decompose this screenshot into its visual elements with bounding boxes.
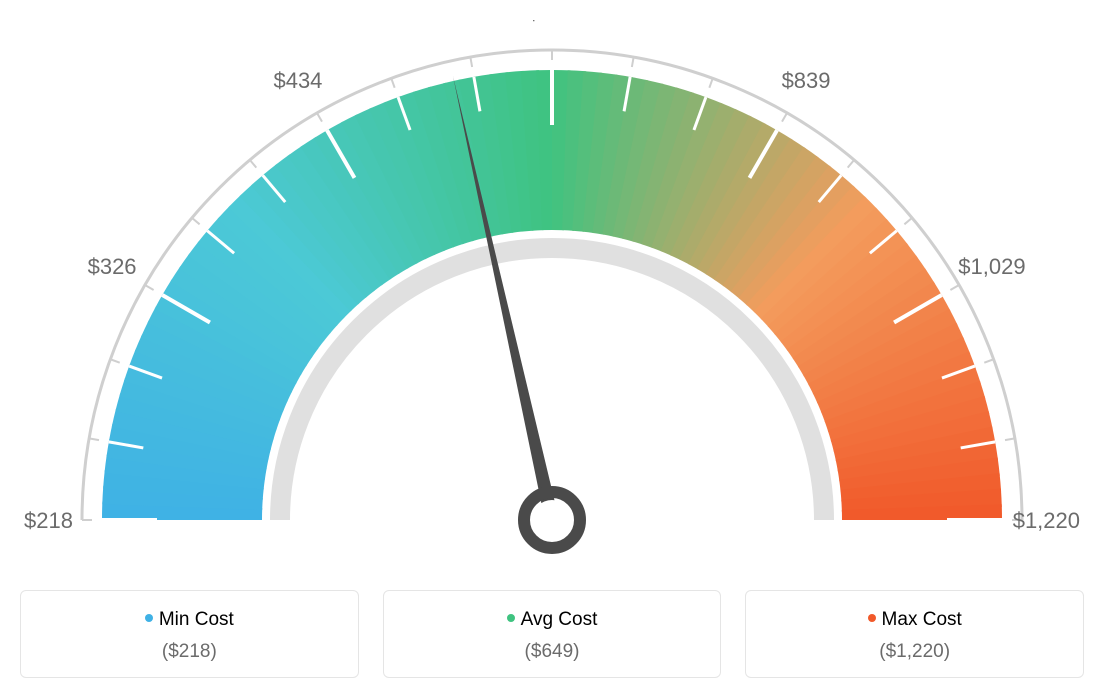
legend-row: Min Cost ($218) Avg Cost ($649) Max Cost… (20, 590, 1084, 678)
dot-icon (507, 614, 515, 622)
legend-max-value: ($1,220) (756, 641, 1073, 663)
svg-text:$218: $218 (24, 508, 73, 533)
svg-text:$326: $326 (88, 254, 137, 279)
legend-min-title: Min Cost (31, 609, 348, 631)
gauge-svg: $218 $326 $434 $649 $839 $1,029 $1,220 (20, 20, 1084, 560)
legend-min-label: Min Cost (159, 609, 234, 630)
svg-text:$649: $649 (528, 20, 577, 25)
legend-avg: Avg Cost ($649) (383, 590, 722, 678)
legend-avg-value: ($649) (394, 641, 711, 663)
svg-text:$1,029: $1,029 (958, 254, 1025, 279)
legend-avg-label: Avg Cost (521, 609, 598, 630)
svg-text:$434: $434 (273, 68, 322, 93)
gauge-chart: $218 $326 $434 $649 $839 $1,029 $1,220 Min Cos… (20, 20, 1084, 678)
legend-max: Max Cost ($1,220) (745, 590, 1084, 678)
legend-min: Min Cost ($218) (20, 590, 359, 678)
legend-min-value: ($218) (31, 641, 348, 663)
legend-max-label: Max Cost (882, 609, 962, 630)
dot-icon (868, 614, 876, 622)
dot-icon (145, 614, 153, 622)
svg-text:$1,220: $1,220 (1013, 508, 1080, 533)
svg-text:$839: $839 (782, 68, 831, 93)
legend-avg-title: Avg Cost (394, 609, 711, 631)
legend-max-title: Max Cost (756, 609, 1073, 631)
